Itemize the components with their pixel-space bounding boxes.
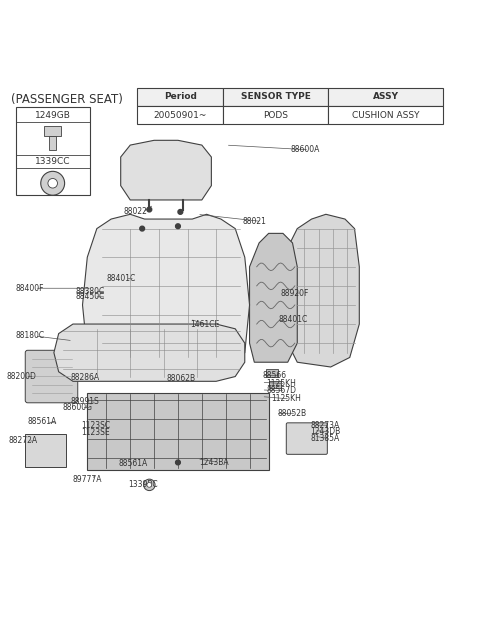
Circle shape	[176, 460, 180, 465]
FancyBboxPatch shape	[223, 88, 328, 106]
Text: 20050901~: 20050901~	[154, 111, 207, 120]
FancyBboxPatch shape	[16, 107, 90, 195]
Text: 88180C: 88180C	[16, 331, 45, 340]
Text: 88272A: 88272A	[9, 437, 37, 445]
Text: 88273A: 88273A	[311, 421, 340, 430]
Circle shape	[41, 171, 65, 195]
Text: 81385A: 81385A	[311, 434, 340, 443]
Text: 88286A: 88286A	[71, 373, 100, 382]
FancyBboxPatch shape	[269, 381, 281, 389]
FancyBboxPatch shape	[137, 88, 223, 106]
FancyBboxPatch shape	[25, 434, 66, 467]
Text: SENSOR TYPE: SENSOR TYPE	[241, 92, 311, 101]
Text: 88062B: 88062B	[166, 374, 195, 384]
PathPatch shape	[83, 214, 250, 372]
Text: 88567D: 88567D	[266, 386, 296, 396]
Circle shape	[176, 224, 180, 228]
Text: 1339BC: 1339BC	[128, 481, 157, 489]
Text: 89777A: 89777A	[72, 475, 101, 484]
Circle shape	[140, 226, 144, 231]
Text: 88021: 88021	[242, 217, 266, 226]
PathPatch shape	[120, 140, 211, 200]
FancyBboxPatch shape	[266, 369, 278, 377]
Text: 1123SC: 1123SC	[82, 421, 111, 430]
FancyBboxPatch shape	[49, 136, 56, 150]
Text: 88200D: 88200D	[6, 372, 36, 381]
Circle shape	[147, 482, 152, 487]
Text: Period: Period	[164, 92, 197, 101]
Text: 88600A: 88600A	[290, 145, 320, 154]
PathPatch shape	[283, 214, 360, 367]
Text: ASSY: ASSY	[372, 92, 398, 101]
Text: 88400F: 88400F	[16, 284, 44, 292]
Text: 1249GB: 1249GB	[35, 111, 71, 120]
Text: 88401C: 88401C	[278, 314, 307, 324]
Text: 1125KH: 1125KH	[266, 379, 296, 388]
Text: 88450C: 88450C	[75, 292, 105, 301]
Text: 88566: 88566	[263, 371, 287, 380]
Text: 88561A: 88561A	[28, 418, 57, 426]
Text: 1125KH: 1125KH	[271, 394, 301, 403]
Text: 88401C: 88401C	[107, 274, 136, 283]
FancyBboxPatch shape	[25, 350, 78, 403]
Text: CUSHION ASSY: CUSHION ASSY	[352, 111, 420, 120]
PathPatch shape	[54, 324, 245, 381]
FancyBboxPatch shape	[223, 106, 328, 124]
Text: (PASSENGER SEAT): (PASSENGER SEAT)	[11, 92, 123, 106]
Text: 88052B: 88052B	[277, 409, 306, 418]
Text: 88561A: 88561A	[118, 459, 147, 468]
Circle shape	[178, 209, 183, 214]
Text: 1461CE: 1461CE	[190, 321, 219, 330]
Circle shape	[144, 479, 155, 491]
Text: PODS: PODS	[264, 111, 288, 120]
FancyBboxPatch shape	[286, 423, 327, 454]
Circle shape	[48, 179, 58, 188]
Text: 88380C: 88380C	[75, 287, 105, 296]
FancyBboxPatch shape	[328, 88, 443, 106]
Text: 1123SE: 1123SE	[82, 428, 110, 437]
FancyBboxPatch shape	[328, 106, 443, 124]
Text: 1243BA: 1243BA	[199, 458, 229, 467]
FancyBboxPatch shape	[44, 126, 61, 136]
Text: 88022: 88022	[123, 208, 147, 216]
Text: 88600G: 88600G	[62, 403, 93, 412]
Circle shape	[147, 207, 152, 212]
Text: 88920F: 88920F	[281, 289, 309, 298]
FancyBboxPatch shape	[137, 106, 223, 124]
Text: 1243DB: 1243DB	[311, 427, 341, 437]
PathPatch shape	[250, 233, 297, 362]
Text: 1339CC: 1339CC	[35, 157, 71, 166]
FancyBboxPatch shape	[87, 393, 269, 470]
Text: 88991S: 88991S	[71, 397, 99, 406]
